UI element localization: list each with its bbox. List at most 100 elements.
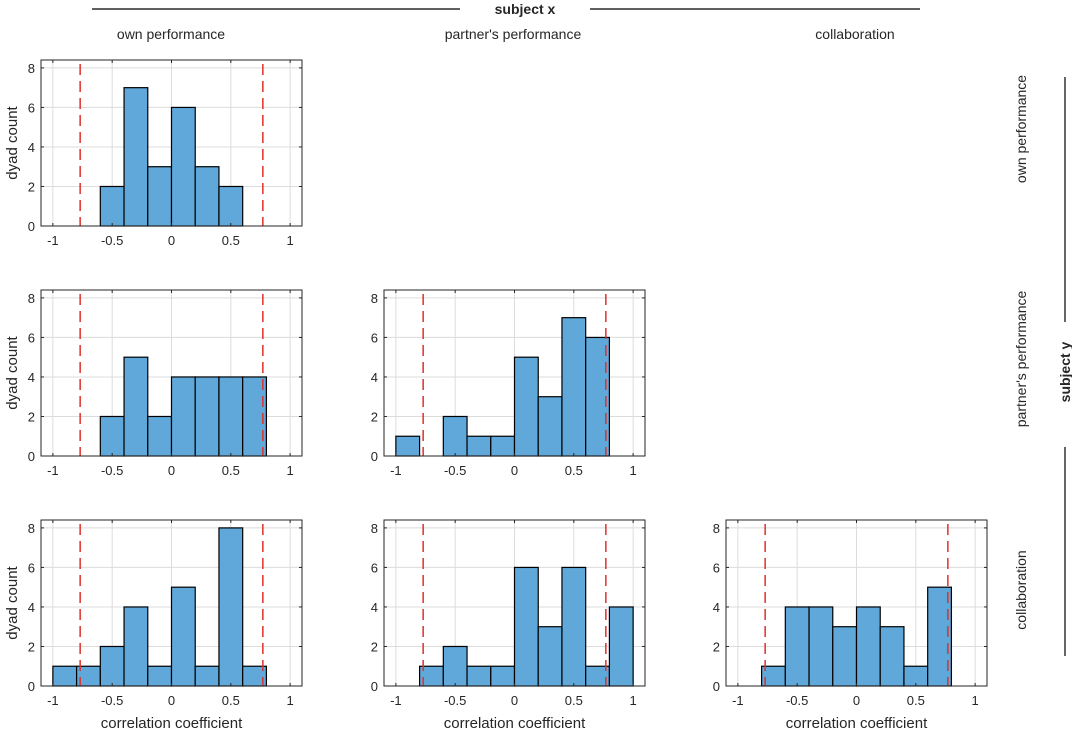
- y-tick-label: 4: [28, 370, 35, 385]
- subject-y-label: subject y: [1057, 341, 1072, 402]
- histogram-panel: -1 -0.5 0 0.5 1 0 2 4 6 8 dyad count correlation co…: [4, 519, 303, 732]
- subject-x-label: subject x: [495, 1, 556, 17]
- histogram-bar: [442, 645, 468, 687]
- column-title-partners-performance: partner's performance: [445, 26, 582, 42]
- x-tick-label: 0.5: [565, 463, 583, 478]
- histogram-bar: [537, 396, 563, 457]
- histogram-panels: -1 -0.5 0 0.5 1 0 2 4 6 8 dyad count -1 -0.5 0 0.5 1 0 2 4…: [4, 59, 988, 732]
- histogram-panel: -1 -0.5 0 0.5 1 0 2 4 6 8 correlation coefficient: [713, 519, 988, 732]
- histogram-bar: [52, 665, 78, 687]
- x-tick-label: 0: [511, 693, 518, 708]
- histogram-bar: [99, 645, 125, 687]
- x-tick-label: -1: [732, 693, 744, 708]
- histogram-bar: [490, 665, 516, 687]
- y-tick-label: 8: [28, 291, 35, 306]
- y-tick-label: 8: [713, 521, 720, 536]
- x-tick-label: 0: [168, 233, 175, 248]
- y-tick-label: 0: [713, 679, 720, 694]
- x-tick-label: 1: [287, 463, 294, 478]
- x-tick-label: 0.5: [222, 233, 240, 248]
- histogram-bar: [194, 376, 220, 457]
- histogram-bar: [513, 566, 539, 687]
- histogram-bar: [879, 626, 905, 687]
- histogram-bar: [99, 415, 125, 457]
- x-tick-label: -1: [47, 693, 59, 708]
- histogram-bar: [808, 606, 834, 687]
- histogram-bar: [561, 317, 587, 457]
- y-tick-label: 2: [28, 179, 35, 194]
- x-tick-label: 1: [630, 463, 637, 478]
- column-title-collaboration: collaboration: [815, 26, 894, 42]
- y-tick-label: 2: [371, 409, 378, 424]
- x-tick-label: 0.5: [565, 693, 583, 708]
- y-tick-label: 0: [371, 449, 378, 464]
- histogram-bar: [466, 665, 492, 687]
- y-tick-label: 8: [371, 291, 378, 306]
- histogram-bar: [147, 166, 173, 227]
- histogram-bar: [608, 606, 634, 687]
- histogram-bar: [170, 586, 196, 687]
- y-axis-label: dyad count: [4, 565, 21, 639]
- histogram-panel: -1 -0.5 0 0.5 1 0 2 4 6 8: [371, 289, 646, 478]
- y-tick-label: 0: [371, 679, 378, 694]
- x-tick-label: -0.5: [101, 693, 123, 708]
- x-axis-label: correlation coefficient: [786, 715, 928, 732]
- x-tick-label: 0: [168, 693, 175, 708]
- y-axis-label: dyad count: [4, 335, 21, 409]
- x-tick-label: -0.5: [444, 693, 466, 708]
- y-tick-label: 6: [713, 560, 720, 575]
- y-tick-label: 6: [371, 560, 378, 575]
- x-tick-label: -0.5: [101, 233, 123, 248]
- histogram-bar: [537, 626, 563, 687]
- y-tick-label: 4: [713, 600, 720, 615]
- column-title-own-performance: own performance: [117, 26, 225, 42]
- x-tick-label: 0.5: [222, 463, 240, 478]
- y-tick-label: 4: [28, 600, 35, 615]
- y-tick-label: 4: [28, 140, 35, 155]
- y-tick-label: 0: [28, 219, 35, 234]
- histogram-bar: [466, 435, 492, 457]
- y-tick-label: 8: [28, 521, 35, 536]
- histogram-bar: [123, 606, 149, 687]
- histogram-bar: [147, 665, 173, 687]
- histogram-bar: [218, 185, 244, 227]
- histogram-bar: [855, 606, 881, 687]
- y-axis-label: dyad count: [4, 105, 21, 179]
- x-tick-label: 1: [287, 693, 294, 708]
- histogram-bar: [170, 106, 196, 227]
- y-tick-label: 2: [28, 409, 35, 424]
- histogram-panel: -1 -0.5 0 0.5 1 0 2 4 6 8 correlation coefficient: [371, 519, 646, 732]
- y-tick-label: 0: [28, 449, 35, 464]
- x-tick-label: -0.5: [444, 463, 466, 478]
- y-tick-label: 6: [28, 330, 35, 345]
- histogram-bar: [442, 415, 468, 457]
- histogram-bar: [194, 166, 220, 227]
- histogram-bar: [123, 356, 149, 457]
- x-tick-label: 1: [287, 233, 294, 248]
- x-tick-label: 0: [853, 693, 860, 708]
- x-tick-label: -1: [47, 233, 59, 248]
- y-tick-label: 8: [28, 61, 35, 76]
- x-tick-label: -1: [47, 463, 59, 478]
- x-tick-label: -1: [390, 693, 402, 708]
- x-tick-label: 0.5: [222, 693, 240, 708]
- x-tick-label: -1: [390, 463, 402, 478]
- histogram-bar: [561, 566, 587, 687]
- x-tick-label: -0.5: [786, 693, 808, 708]
- y-tick-label: 6: [28, 560, 35, 575]
- histogram-bar: [832, 626, 858, 687]
- histogram-bar: [123, 87, 149, 227]
- histogram-bar: [784, 606, 810, 687]
- x-tick-label: 0.5: [907, 693, 925, 708]
- x-tick-label: 0: [511, 463, 518, 478]
- y-tick-label: 0: [28, 679, 35, 694]
- y-tick-label: 2: [28, 639, 35, 654]
- histogram-bar: [218, 527, 244, 687]
- y-tick-label: 2: [713, 639, 720, 654]
- y-tick-label: 4: [371, 370, 378, 385]
- y-tick-label: 6: [28, 100, 35, 115]
- y-tick-label: 6: [371, 330, 378, 345]
- x-tick-label: 0: [168, 463, 175, 478]
- histogram-bar: [99, 185, 125, 227]
- histogram-bar: [170, 376, 196, 457]
